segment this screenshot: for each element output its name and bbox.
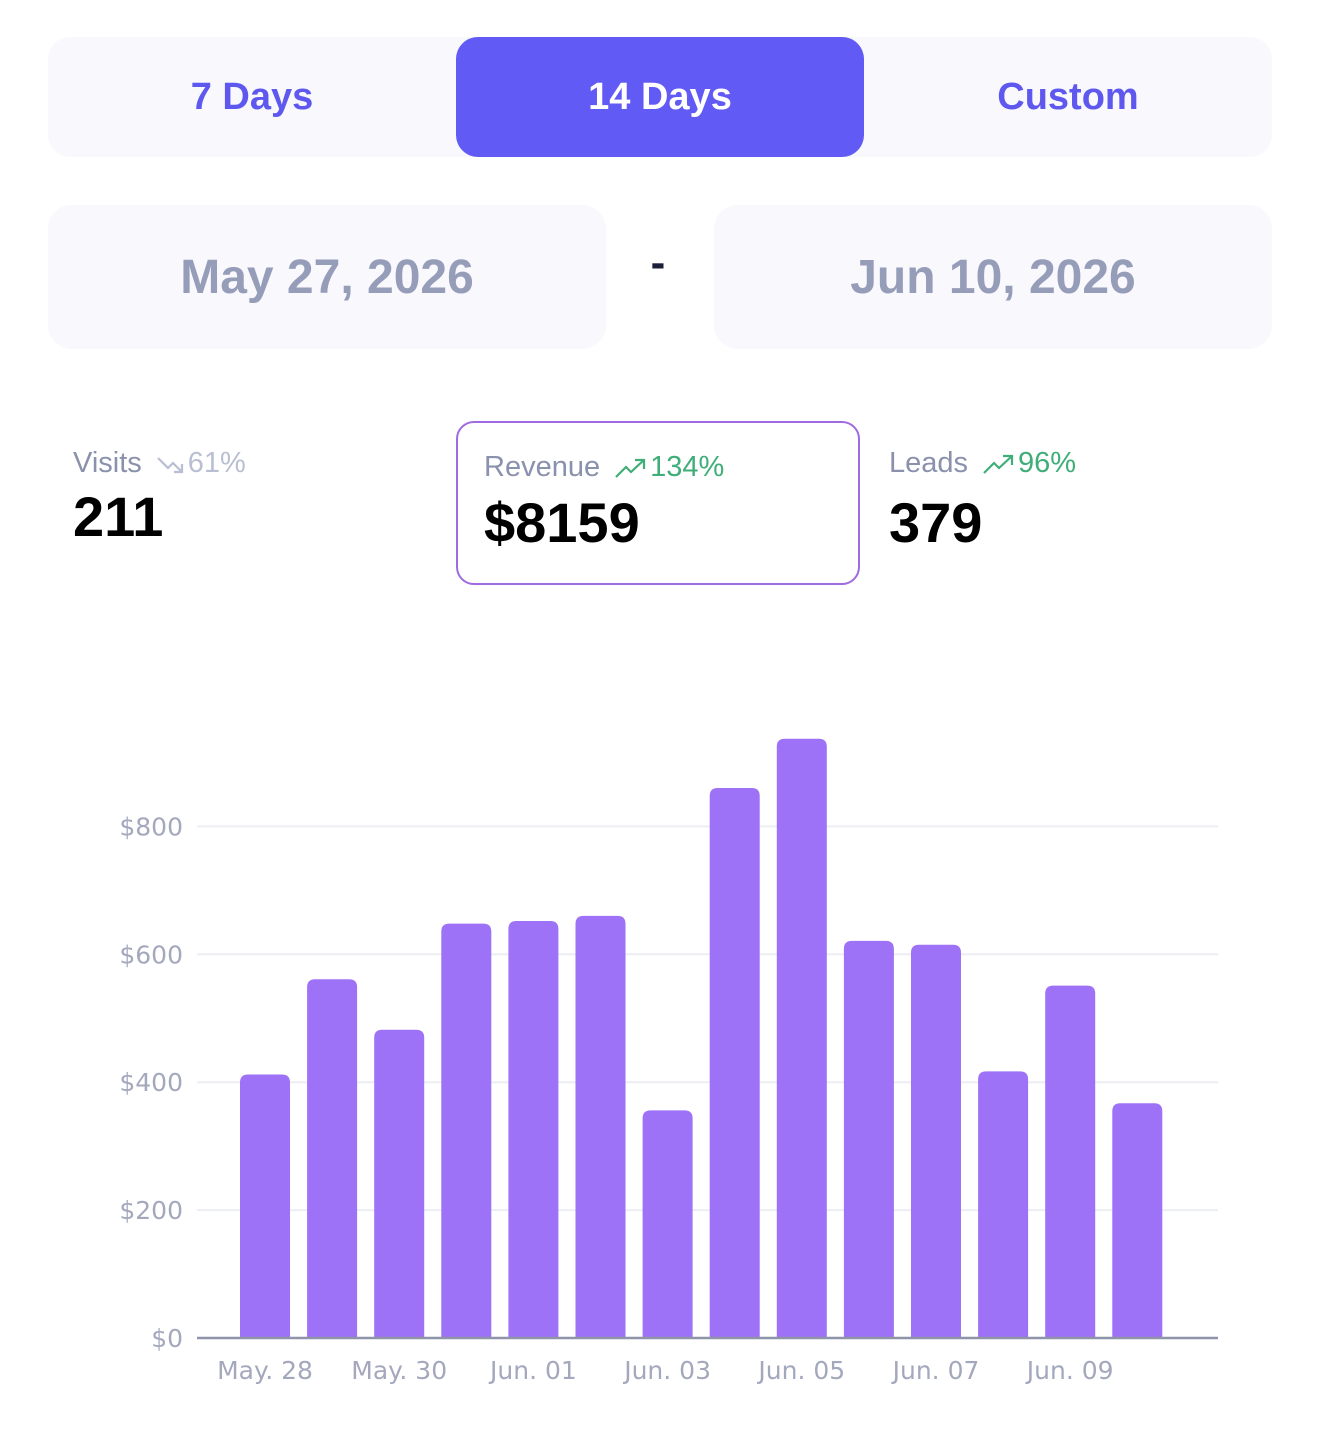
x-tick-label: Jun. 03 (622, 1356, 711, 1385)
metric-visits[interactable]: Visits 61% 211 (73, 447, 246, 549)
range-tabs: 7 Days 14 Days Custom (48, 37, 1272, 157)
metric-leads-label: Leads (889, 447, 969, 479)
tab-custom[interactable]: Custom (997, 75, 1139, 118)
metric-leads-change: 96% (982, 447, 1076, 479)
x-tick-label: May. 28 (217, 1356, 313, 1385)
x-tick-label: May. 30 (351, 1356, 447, 1385)
y-tick-label: $0 (151, 1324, 183, 1353)
chart-bar (374, 1029, 425, 1338)
tab-7-days[interactable]: 7 Days (190, 75, 314, 118)
end-date-field[interactable]: Jun 10, 2026 (714, 205, 1272, 349)
chart-bar (307, 979, 358, 1338)
chart-bar (441, 923, 492, 1338)
metric-revenue[interactable]: Revenue 134% $8159 (456, 421, 860, 585)
chart-bar (911, 944, 961, 1338)
x-tick-label: Jun. 09 (1025, 1356, 1114, 1385)
tab-14-days[interactable]: 14 Days (456, 37, 864, 157)
x-tick-label: Jun. 07 (891, 1356, 980, 1385)
y-tick-label: $200 (119, 1196, 183, 1225)
chart-bar (776, 738, 827, 1338)
metric-leads-value: 379 (889, 491, 983, 554)
metric-visits-label: Visits (73, 447, 142, 479)
trend-up-icon (615, 459, 646, 479)
metric-leads-change-value: 96% (1018, 447, 1077, 479)
chart-bar (575, 915, 626, 1338)
metric-revenue-value: $8159 (484, 491, 640, 554)
metric-revenue-change-value: 134% (650, 451, 725, 483)
chart-bar (1045, 985, 1096, 1338)
chart-bar (240, 1074, 290, 1338)
y-tick-label: $400 (119, 1068, 183, 1097)
start-date-field[interactable]: May 27, 2026 (48, 205, 606, 349)
metric-revenue-change: 134% (614, 451, 724, 483)
chart-bar (843, 940, 894, 1338)
x-tick-label: Jun. 05 (756, 1356, 845, 1385)
metric-revenue-label: Revenue (484, 451, 601, 483)
x-tick-label: Jun. 01 (488, 1356, 577, 1385)
metric-visits-change-value: 61% (187, 447, 246, 479)
trend-up-icon (983, 455, 1014, 475)
chart-bar (642, 1110, 693, 1338)
chart-bar (978, 1071, 1029, 1338)
y-tick-label: $800 (119, 812, 183, 841)
metric-visits-value: 211 (73, 485, 164, 548)
metric-visits-change: 61% (156, 447, 246, 479)
y-tick-label: $600 (119, 940, 183, 969)
metric-leads[interactable]: Leads 96% 379 (889, 447, 1076, 555)
chart-bar (508, 921, 559, 1338)
chart-bar (1112, 1103, 1163, 1338)
trend-down-icon (156, 457, 183, 474)
chart-bar (709, 788, 760, 1338)
revenue-bar-chart: $0 $200 $400 $600 $800 May. 28 May. 30 Jun. 01 J… (119, 738, 1218, 1385)
date-separator: - (650, 238, 666, 287)
